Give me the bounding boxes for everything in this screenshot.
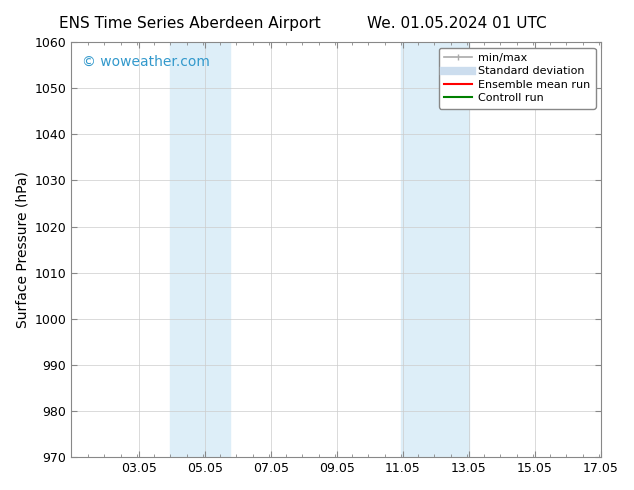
Text: © woweather.com: © woweather.com	[82, 54, 210, 69]
Bar	[171, 42, 230, 457]
Text: We. 01.05.2024 01 UTC: We. 01.05.2024 01 UTC	[366, 16, 547, 31]
Bar	[401, 42, 469, 457]
Y-axis label: Surface Pressure (hPa): Surface Pressure (hPa)	[15, 171, 29, 328]
Legend: min/max, Standard deviation, Ensemble mean run, Controll run: min/max, Standard deviation, Ensemble me…	[439, 48, 595, 109]
Text: ENS Time Series Aberdeen Airport: ENS Time Series Aberdeen Airport	[60, 16, 321, 31]
